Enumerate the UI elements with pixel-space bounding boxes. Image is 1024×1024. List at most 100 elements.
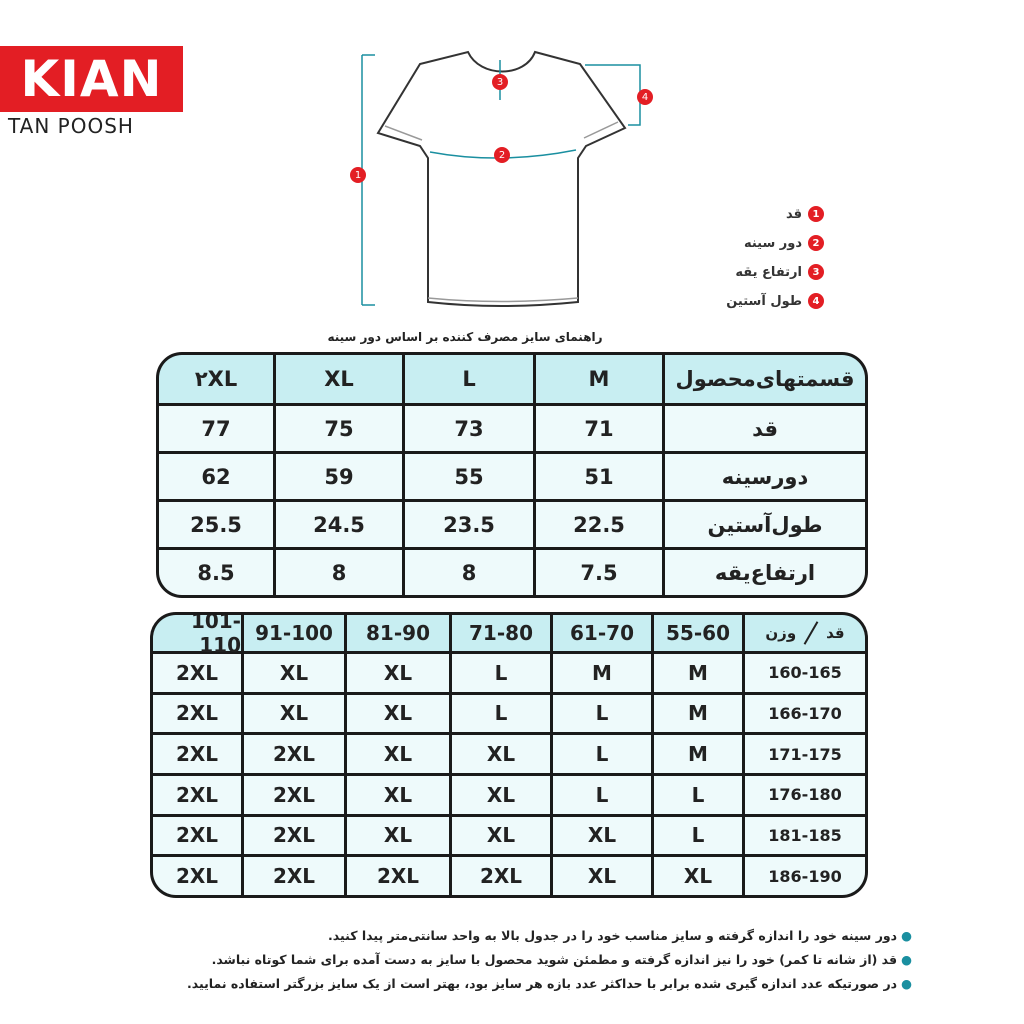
shirt-diagram: 1 2 3 4: [350, 50, 653, 307]
size-cell: L: [553, 735, 651, 773]
value-cell: 22.5: [536, 502, 662, 547]
row-label: طول‌آستین: [665, 502, 865, 547]
marker: 4: [642, 92, 648, 103]
legend-number: 1: [808, 206, 824, 222]
size-cell: L: [553, 776, 651, 814]
header-cell: 55-60: [654, 615, 742, 651]
legend-number: 3: [808, 264, 824, 280]
size-cell: M: [553, 654, 651, 692]
value-cell: 59: [276, 454, 402, 499]
row-label: قد: [665, 406, 865, 451]
corner-height: قد: [826, 624, 845, 642]
row-label: ارتفاع‌یقه: [665, 550, 865, 595]
size-cell: L: [452, 654, 550, 692]
size-cell: XL: [452, 735, 550, 773]
value-cell: 8.5: [159, 550, 273, 595]
header-cell: 61-70: [553, 615, 651, 651]
header-cell: XL: [276, 355, 402, 403]
row-label: 160-165: [745, 654, 865, 692]
value-cell: 8: [405, 550, 533, 595]
header-cell: 81-90: [347, 615, 449, 651]
row-label: 181-185: [745, 816, 865, 855]
size-cell: 2XL: [244, 776, 344, 814]
row-label: 166-170: [745, 694, 865, 733]
corner-cell: قد وزن: [745, 615, 865, 651]
marker: 1: [355, 170, 361, 181]
legend-number: 2: [808, 235, 824, 251]
value-cell: 62: [159, 454, 273, 499]
marker: 2: [499, 150, 505, 161]
size-cell: 2XL: [153, 776, 241, 814]
legend-item: 2 دور سینه: [744, 235, 824, 251]
value-cell: 7.5: [536, 550, 662, 595]
size-cell: XL: [347, 735, 449, 773]
size-cell: 2XL: [244, 735, 344, 773]
notes: دور سینه خود را اندازه گرفته و سایز مناس…: [92, 928, 912, 1000]
size-cell: XL: [452, 776, 550, 814]
marker: 3: [497, 77, 503, 88]
size-cell: XL: [654, 857, 742, 895]
size-cell: XL: [347, 654, 449, 692]
legend-item: 4 طول آستین: [726, 293, 824, 309]
header-cell: 71-80: [452, 615, 550, 651]
size-cell: L: [452, 694, 550, 733]
value-cell: 23.5: [405, 502, 533, 547]
legend-label: ارتفاع یقه: [735, 264, 802, 280]
legend-label: طول آستین: [726, 293, 802, 309]
logo-sub: TAN POOSH: [8, 114, 134, 138]
legend-number: 4: [808, 293, 824, 309]
size-cell: 2XL: [244, 816, 344, 855]
note: دور سینه خود را اندازه گرفته و سایز مناس…: [92, 928, 912, 943]
value-cell: 51: [536, 454, 662, 499]
size-cell: 2XL: [153, 654, 241, 692]
header-cell: 101-110: [153, 615, 241, 657]
value-cell: 77: [159, 406, 273, 451]
row-label: 171-175: [745, 735, 865, 773]
size-cell: XL: [244, 654, 344, 692]
size-cell: M: [654, 694, 742, 733]
row-label: 176-180: [745, 776, 865, 814]
row-label: دورسینه: [665, 454, 865, 499]
size-cell: 2XL: [153, 857, 241, 895]
header-cell: ۲XL: [159, 355, 273, 403]
size-cell: 2XL: [153, 816, 241, 855]
size-cell: M: [654, 735, 742, 773]
size-cell: XL: [553, 816, 651, 855]
value-cell: 25.5: [159, 502, 273, 547]
size-cell: L: [654, 816, 742, 855]
fit-table: قد وزن 55-60 61-70 71-80 81-90 91-100 101-110 16…: [150, 612, 868, 898]
caption: راهنمای سایز مصرف کننده بر اساس دور سینه: [327, 330, 603, 344]
size-cell: XL: [347, 694, 449, 733]
header-cell: 91-100: [244, 615, 344, 651]
legend-item: 1 قد: [786, 206, 824, 222]
row-label: 186-190: [745, 857, 865, 895]
value-cell: 24.5: [276, 502, 402, 547]
header-cell: قسمتهای‌محصول: [665, 355, 865, 403]
size-cell: M: [654, 654, 742, 692]
size-cell: 2XL: [153, 694, 241, 733]
corner-slash: [803, 621, 819, 645]
size-cell: L: [553, 694, 651, 733]
size-cell: L: [654, 776, 742, 814]
legend-label: دور سینه: [743, 235, 802, 251]
value-cell: 71: [536, 406, 662, 451]
size-cell: 2XL: [347, 857, 449, 895]
size-cell: XL: [347, 816, 449, 855]
legend-label: قد: [785, 206, 802, 222]
header-cell: L: [405, 355, 533, 403]
size-cell: XL: [244, 694, 344, 733]
legend-item: 3 ارتفاع یقه: [735, 264, 824, 280]
value-cell: 8: [276, 550, 402, 595]
note: در صورتیکه عدد اندازه گیری شده برابر با …: [92, 976, 912, 991]
size-cell: 2XL: [244, 857, 344, 895]
value-cell: 73: [405, 406, 533, 451]
logo: KIAN: [0, 46, 183, 112]
size-cell: XL: [553, 857, 651, 895]
corner-weight: وزن: [765, 624, 797, 642]
size-cell: 2XL: [452, 857, 550, 895]
size-cell: 2XL: [153, 735, 241, 773]
value-cell: 75: [276, 406, 402, 451]
note: قد (از شانه تا کمر) خود را نیز اندازه گر…: [92, 952, 912, 967]
size-cell: XL: [347, 776, 449, 814]
